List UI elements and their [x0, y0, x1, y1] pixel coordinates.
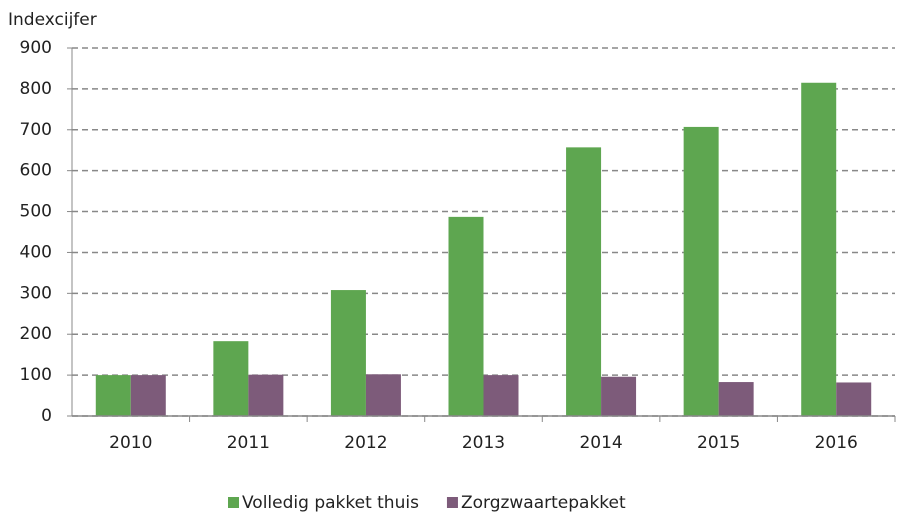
x-tick-label: 2011 — [227, 433, 270, 453]
y-tick-label: 400 — [20, 242, 52, 262]
legend-swatch — [446, 497, 458, 508]
x-tick-label: 2014 — [579, 433, 622, 453]
bar — [483, 375, 519, 416]
x-tick-label: 2010 — [109, 433, 152, 453]
bar — [130, 375, 166, 416]
y-tick-label: 700 — [20, 120, 52, 140]
bar — [683, 126, 719, 416]
bar — [330, 290, 366, 416]
x-tick-label: 2012 — [344, 433, 387, 453]
x-tick-label: 2015 — [697, 433, 740, 453]
y-tick-label: 100 — [20, 365, 52, 385]
y-tick-label: 500 — [20, 202, 52, 222]
bar — [601, 376, 637, 416]
bar — [95, 375, 131, 416]
bar — [248, 374, 284, 416]
bar — [718, 382, 754, 416]
y-tick-label: 300 — [20, 283, 52, 303]
legend-swatch — [228, 497, 239, 508]
bar — [801, 82, 837, 416]
y-tick-label: 0 — [41, 406, 52, 426]
x-tick-label: 2013 — [462, 433, 505, 453]
bar — [213, 341, 249, 416]
y-tick-label: 900 — [20, 38, 52, 58]
y-axis-label: Indexcijfer — [8, 10, 97, 30]
legend-label: Zorgzwaartepakket — [461, 493, 626, 513]
bar — [566, 147, 602, 417]
x-tick-label: 2016 — [815, 433, 858, 453]
legend-label: Volledig pakket thuis — [242, 493, 419, 513]
bar — [448, 216, 484, 416]
bar — [365, 374, 401, 416]
y-tick-label: 200 — [20, 324, 52, 344]
y-tick-label: 800 — [20, 79, 52, 99]
y-tick-label: 600 — [20, 161, 52, 181]
bar — [836, 382, 872, 416]
